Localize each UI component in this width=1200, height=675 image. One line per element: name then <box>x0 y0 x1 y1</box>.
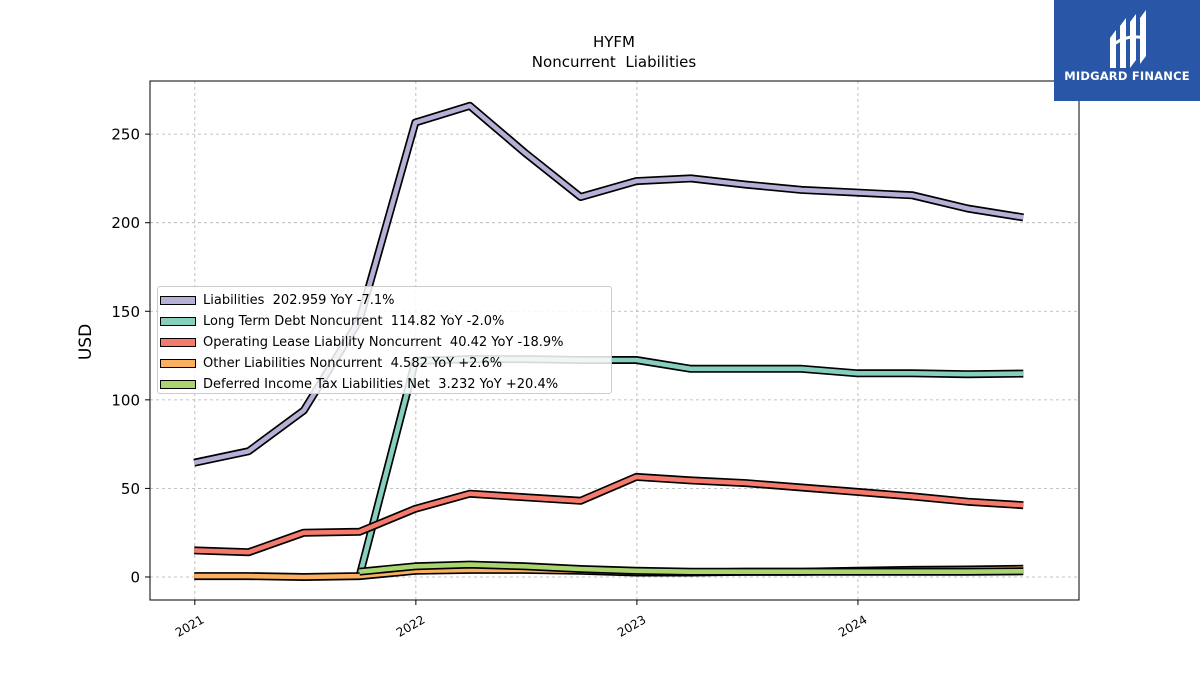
legend-label: Operating Lease Liability Noncurrent 40.… <box>203 335 564 350</box>
x-tick-label: 2021 <box>173 612 206 639</box>
legend-swatch <box>160 380 196 389</box>
series-line-liabilities <box>193 103 1024 465</box>
legend-label: Deferred Income Tax Liabilities Net 3.23… <box>203 377 559 392</box>
legend-label: Long Term Debt Noncurrent 114.82 YoY -2.… <box>203 314 505 329</box>
legend: Liabilities 202.959 YoY -7.1% Long Term … <box>157 286 612 394</box>
chart-title: HYFM <box>593 33 635 51</box>
y-tick-label: 200 <box>111 214 140 232</box>
legend-swatch <box>160 317 196 326</box>
legend-label: Liabilities 202.959 YoY -7.1% <box>203 293 395 308</box>
legend-item-long-term-debt: Long Term Debt Noncurrent 114.82 YoY -2.… <box>158 311 611 332</box>
y-tick-label: 50 <box>121 480 140 498</box>
y-tick-label: 0 <box>130 568 140 586</box>
legend-swatch <box>160 338 196 347</box>
x-tick-label: 2024 <box>836 612 869 639</box>
legend-item-deferred-tax: Deferred Income Tax Liabilities Net 3.23… <box>158 374 611 395</box>
legend-swatch <box>160 296 196 305</box>
x-tick-label: 2022 <box>394 612 427 639</box>
series-line-operating-lease-liability-noncurrent <box>194 474 1024 555</box>
logo-mark-icon <box>1110 10 1146 68</box>
legend-item-liabilities: Liabilities 202.959 YoY -7.1% <box>158 290 611 311</box>
chart-subtitle: Noncurrent Liabilities <box>532 53 697 71</box>
x-axis-ticks: 2021 2022 2023 2024 <box>173 600 869 640</box>
legend-item-operating-lease: Operating Lease Liability Noncurrent 40.… <box>158 332 611 353</box>
x-tick-label: 2023 <box>615 612 648 639</box>
y-axis-ticks: 0 50 100 150 200 250 <box>111 126 150 586</box>
logo-text: MIDGARD FINANCE <box>1064 69 1190 83</box>
legend-item-other-liabilities: Other Liabilities Noncurrent 4.582 YoY +… <box>158 353 611 374</box>
legend-label: Other Liabilities Noncurrent 4.582 YoY +… <box>203 356 503 371</box>
y-tick-label: 150 <box>111 303 140 321</box>
y-axis-label: USD <box>76 324 96 360</box>
series-line-deferred-income-tax-liabilities-net <box>359 562 1024 575</box>
y-tick-label: 250 <box>111 126 140 144</box>
legend-swatch <box>160 359 196 368</box>
midgard-finance-logo: MIDGARD FINANCE <box>1054 0 1200 101</box>
plot-frame <box>149 80 1080 601</box>
y-tick-label: 100 <box>111 391 140 409</box>
series-outline-liabilities <box>193 101 1024 467</box>
